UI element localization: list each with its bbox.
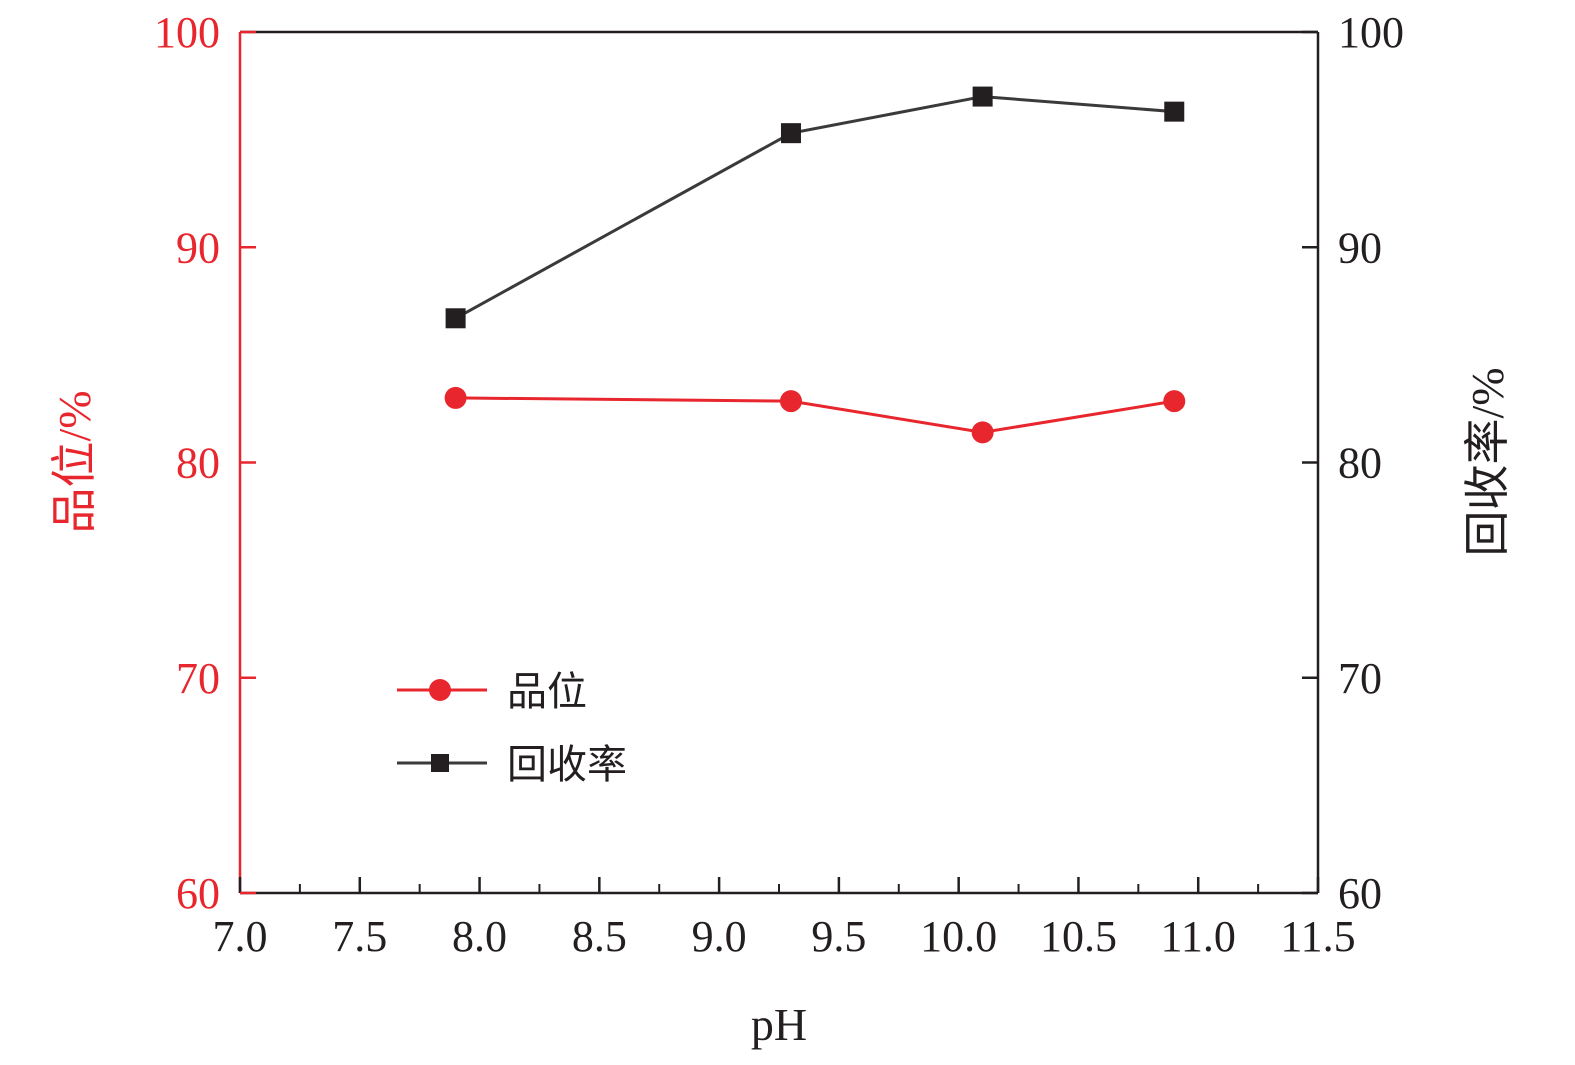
data-point-square [445,308,466,329]
series-line-1 [454,95,1175,320]
y-left-axis-title: 品位/% [49,390,100,533]
data-point-circle [779,390,802,413]
x-tick-label: 9.0 [692,912,747,961]
data-point-circle [444,386,467,409]
x-tick-label: 10.0 [920,912,997,961]
y-right-tick-label: 90 [1338,223,1382,272]
x-tick-label: 11.5 [1280,912,1355,961]
legend-label: 回收率 [507,742,627,788]
y-right-tick-label: 80 [1338,439,1382,488]
y-right-tick-label: 100 [1338,8,1404,57]
data-point-circle [971,421,994,444]
y-left-tick-label: 80 [176,439,220,488]
data-point-circle [1163,390,1186,413]
x-tick-label: 9.5 [811,912,866,961]
x-tick-label: 8.5 [572,912,627,961]
x-tick-label: 7.5 [332,912,387,961]
data-point-square [780,123,801,144]
data-point-square [1164,101,1185,122]
y-right-tick-label: 60 [1338,869,1382,918]
y-right-axis-title: 回收率/% [1462,367,1513,556]
series-line-0 [455,396,1175,434]
y-left-tick-label: 70 [176,654,220,703]
x-axis-title: pH [751,999,807,1050]
x-tick-label: 8.0 [452,912,507,961]
y-left-tick-label: 100 [154,8,220,57]
y-left-tick-label: 60 [176,869,220,918]
legend-label: 品位 [507,669,587,715]
legend-marker-circle [429,679,451,701]
data-point-square [972,86,993,107]
y-left-tick-label: 90 [176,223,220,272]
x-tick-label: 7.0 [213,912,268,961]
y-right-tick-label: 70 [1338,654,1382,703]
x-tick-label: 10.5 [1040,912,1117,961]
x-tick-label: 11.0 [1161,912,1236,961]
legend-marker-square [431,754,449,772]
